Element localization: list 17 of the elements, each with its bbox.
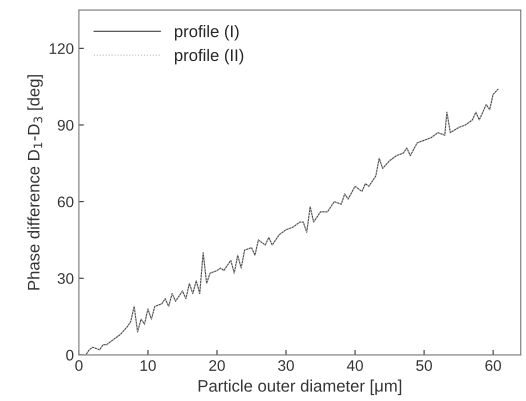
y-tick-label: 90 [58, 120, 74, 131]
x-tick-label: 50 [416, 360, 432, 371]
x-tick-label: 30 [278, 360, 294, 371]
y-tick-label: 60 [58, 196, 74, 208]
x-tick-label: 60 [485, 360, 502, 371]
y-tick-label: 120 [50, 43, 74, 54]
legend-label: profile (II) [174, 48, 244, 64]
line-series [85, 88, 499, 355]
y-tick-label: 0 [66, 350, 74, 361]
y-tick-label: 30 [58, 273, 74, 284]
x-axis-title: Particle outer diameter [μm] [198, 380, 402, 396]
x-tick-label: 20 [209, 360, 225, 371]
x-tick-label: 40 [346, 360, 363, 371]
legend-label: profile (I) [174, 25, 239, 41]
y-axis-title: Phase difference D$_{1}$-D$_{3}$ [deg] [27, 75, 43, 290]
x-tick-label: 10 [140, 360, 156, 371]
x-tick-label: 0 [75, 360, 83, 371]
